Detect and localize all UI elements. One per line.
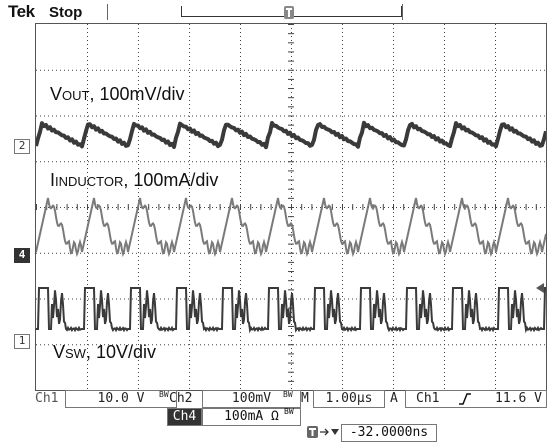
trigger-offset-icon [307,426,339,438]
acquisition-state: Stop [49,4,83,21]
ch2-bw-limit: BW [283,390,293,399]
tek-logo: Tek [8,2,35,21]
vsw-waveform [36,287,546,334]
waveform-display[interactable] [35,23,547,391]
trigger-source: Ch1 [416,391,440,406]
rising-edge-icon [458,393,472,405]
header-divider-right [402,4,403,20]
timebase-value[interactable]: 1.00µs [313,390,385,408]
trigger-settings[interactable]: Ch1 11.6 V [405,390,547,408]
ch1-marker[interactable]: 1 [14,334,30,349]
acquisition-mode: A [390,391,398,406]
vout-label: VOUT, 100mV/div [50,84,185,104]
trigger-position-marker[interactable] [281,5,297,21]
trigger-level-marker[interactable] [535,283,545,293]
ch4-bw-limit: BW [284,407,294,416]
ch2-marker[interactable]: 2 [14,139,30,154]
inductor-current-waveform [36,197,546,258]
trigger-level-arrow-icon [536,283,544,293]
header-divider [107,4,108,20]
trigger-position-icon [284,6,294,19]
ch2-status-label: Ch2 [169,391,193,406]
vsw-label: VSW, 10V/div [53,342,157,362]
trigger-level: 11.6 V [495,391,542,406]
ch1-bw-limit: BW [159,390,169,399]
vout-waveform [36,120,546,150]
ch4-scale[interactable]: 100mA Ω [202,408,301,426]
ch1-status-label: Ch1 [35,391,59,406]
ch4-status-label: Ch4 [167,408,202,426]
ch1-scale[interactable]: 10.0 V [65,390,177,408]
ch2-scale[interactable]: 100mV [202,390,301,408]
trigger-offset-indicator [306,425,342,439]
waveform-graticule [36,24,546,389]
status-bar: Ch1 10.0 V BW Ch2 100mV BW M 1.00µs A Ch… [35,390,547,408]
trigger-position[interactable]: -32.0000ns [341,424,437,442]
ch4-marker[interactable]: 4 [14,248,30,263]
timebase-label: M [301,391,309,406]
inductor-label: IINDUCTOR, 100mA/div [50,170,219,190]
